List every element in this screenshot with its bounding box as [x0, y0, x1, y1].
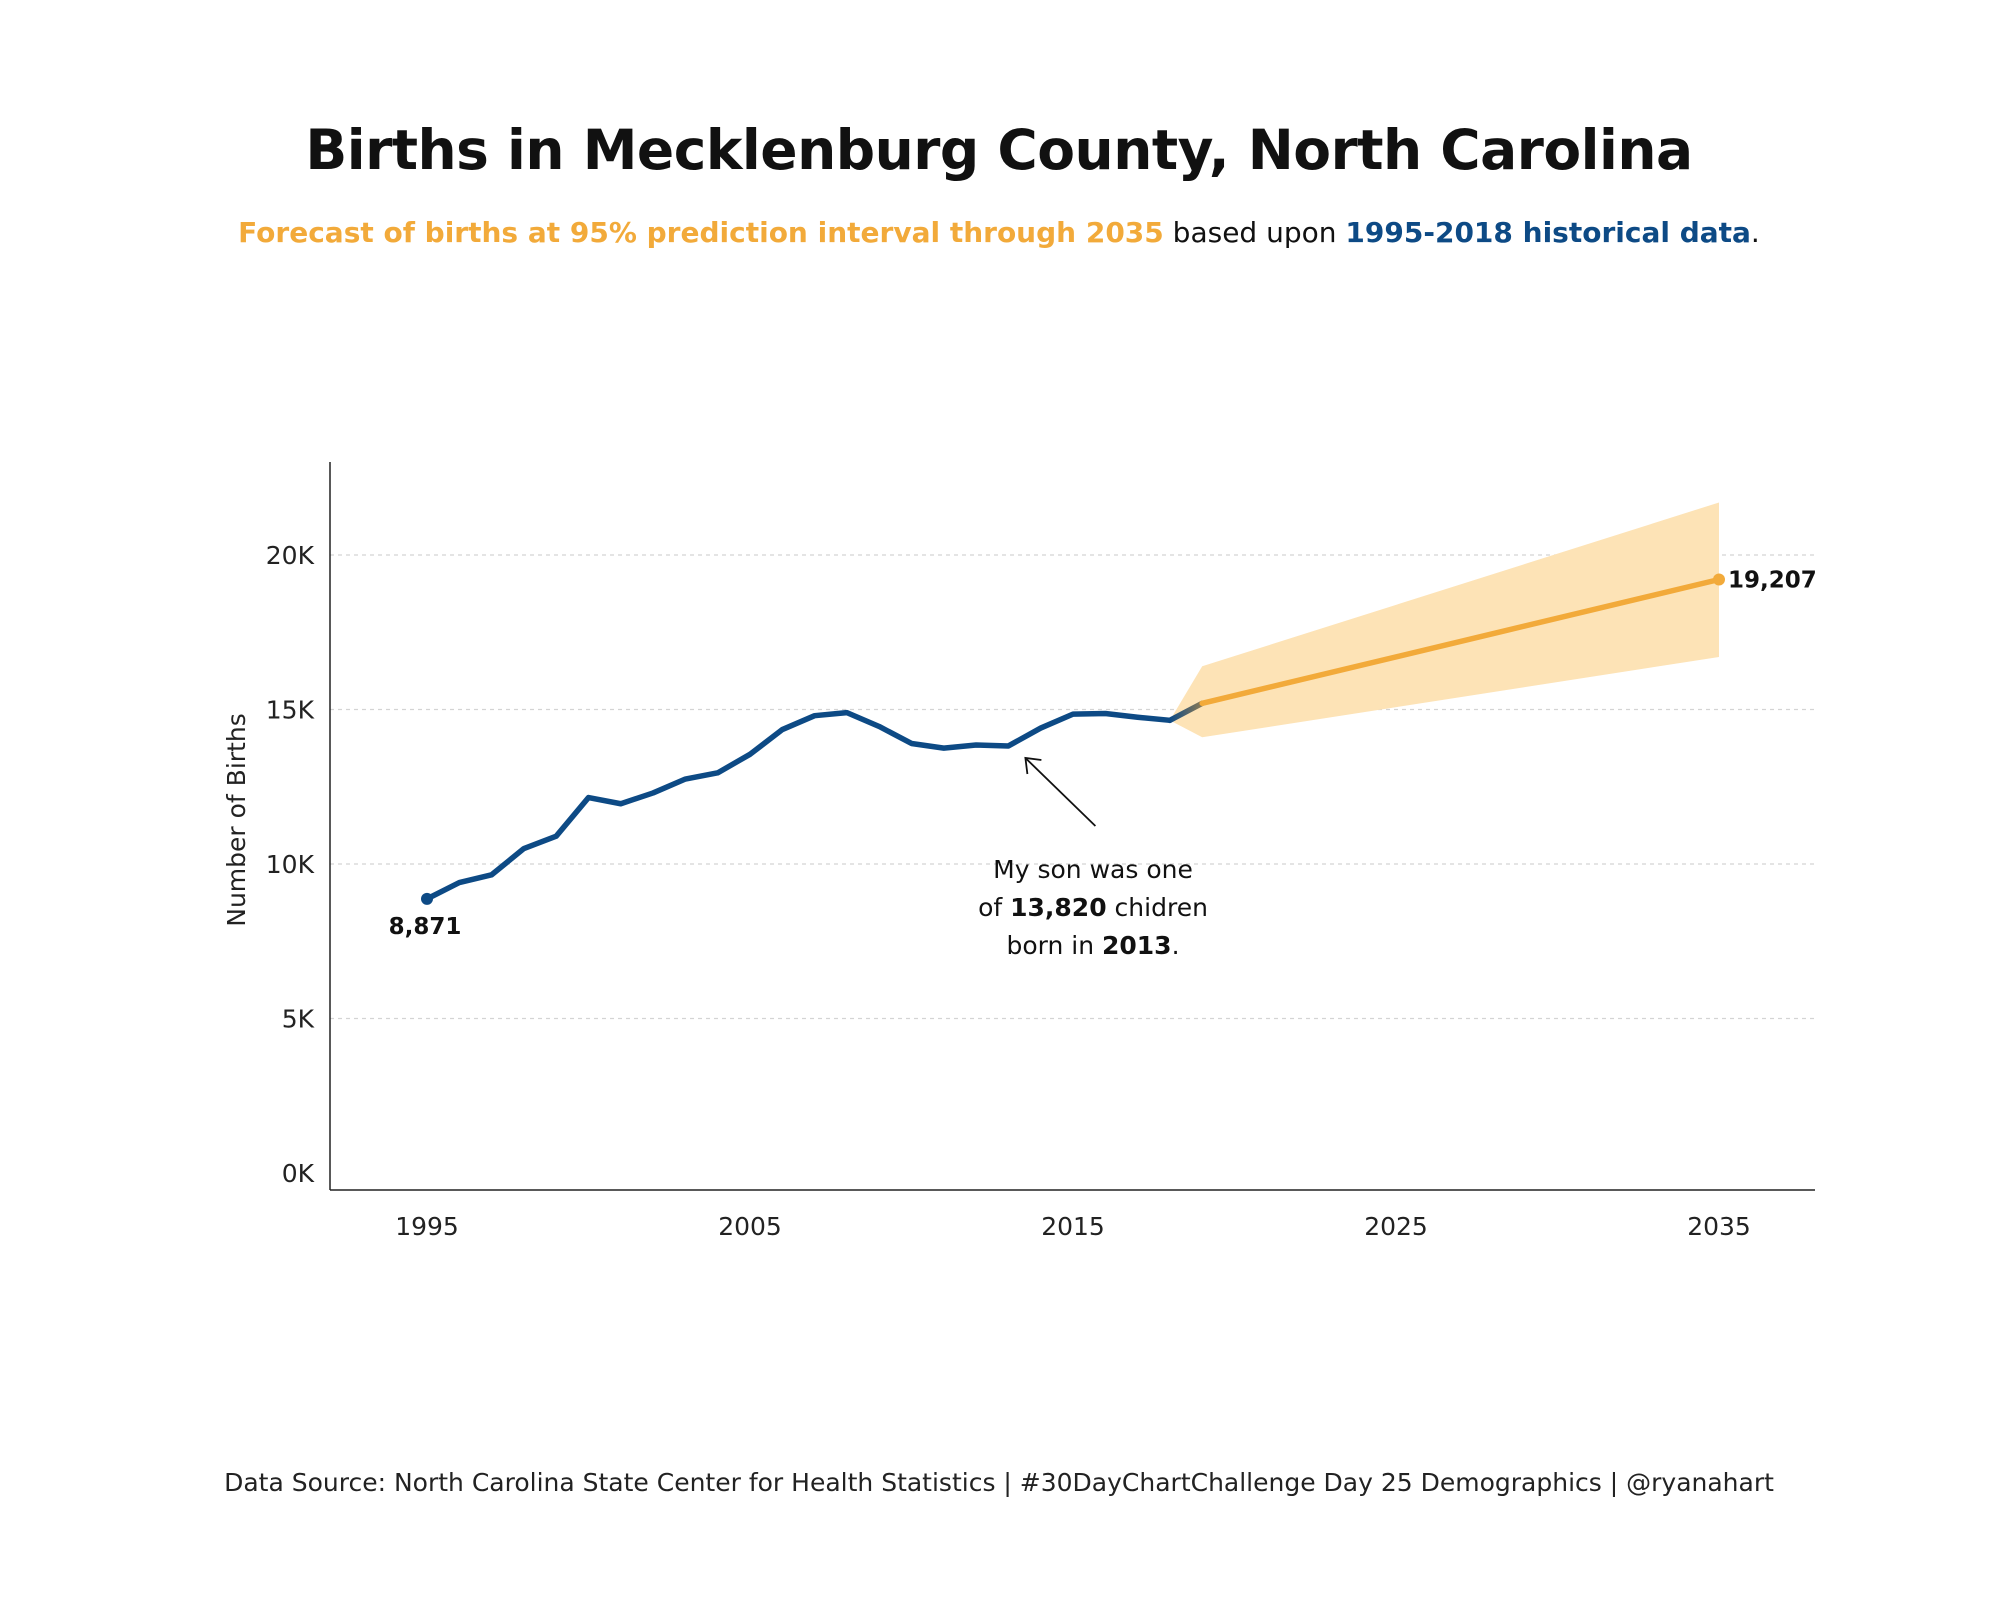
annotation: My son was one of 13,820 chidren born in… — [978, 756, 1208, 960]
annotation-arrow-line — [1024, 757, 1097, 827]
prediction-interval-band — [1169, 502, 1719, 738]
annotation-line-3: born in 2013. — [1006, 931, 1179, 960]
series-lines — [421, 573, 1725, 905]
axes: 0K 5K 10K 15K 20K 1995 2005 2015 2025 2035 — [266, 462, 1815, 1241]
subtitle-mid: based upon — [1163, 216, 1346, 249]
y-tick-label-0K: 0K — [282, 1159, 315, 1188]
y-axis-label: Number of Births — [222, 713, 251, 926]
y-tick-label-15K: 15K — [266, 696, 315, 725]
forecast-births-line — [1199, 576, 1722, 707]
x-tick-label-2025: 2025 — [1364, 1212, 1428, 1241]
annotation-arrowhead — [1024, 756, 1042, 775]
forecast-interval-area — [1169, 502, 1719, 738]
end-value-label: 19,207 — [1728, 568, 1817, 594]
chart-subtitle: Forecast of births at 95% prediction int… — [0, 216, 1998, 249]
chart-title: Births in Mecklenburg County, North Caro… — [305, 118, 1693, 182]
data-labels: 8,871 19,207 — [389, 568, 1817, 940]
x-tick-label-1995: 1995 — [395, 1212, 459, 1241]
transition-segment — [1167, 700, 1205, 724]
subtitle-end: . — [1750, 216, 1760, 249]
x-tick-label-2005: 2005 — [718, 1212, 782, 1241]
historical-births-line — [424, 709, 1173, 902]
subtitle-historical: 1995-2018 historical data — [1345, 216, 1751, 249]
annotation-line-2: of 13,820 chidren — [978, 893, 1208, 922]
start-value-label: 8,871 — [389, 914, 462, 940]
x-tick-label-2035: 2035 — [1687, 1212, 1751, 1241]
annotation-line-1: My son was one — [993, 855, 1193, 884]
data-source-footer: Data Source: North Carolina State Center… — [224, 1468, 1774, 1497]
subtitle-forecast: Forecast of births at 95% prediction int… — [238, 216, 1164, 249]
y-tick-label-10K: 10K — [266, 850, 315, 879]
y-tick-label-20K: 20K — [266, 541, 315, 570]
start-point-1995 — [421, 892, 433, 905]
end-point-2035 — [1713, 573, 1725, 586]
x-tick-label-2015: 2015 — [1041, 1212, 1105, 1241]
y-tick-label-5K: 5K — [282, 1005, 315, 1034]
